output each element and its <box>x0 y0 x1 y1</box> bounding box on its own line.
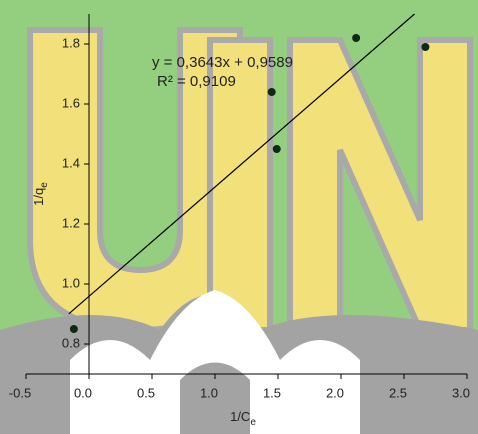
r-squared: R² = 0,9109 <box>157 73 236 90</box>
x-tick-label: 1.0 <box>200 385 218 400</box>
point <box>268 88 276 96</box>
x-tick-label: 0.0 <box>74 385 92 400</box>
y-tick-label: 0.8 <box>62 335 80 350</box>
y-axis-title-main: 1/q <box>31 188 46 206</box>
y-tick-label: 1.6 <box>62 95 80 110</box>
x-tick-label: -0.5 <box>9 385 31 400</box>
y-tick-label: 1.0 <box>62 275 80 290</box>
point <box>421 43 429 51</box>
y-tick-label: 1.2 <box>62 215 80 230</box>
x-axis-title-sub: e <box>250 417 256 428</box>
y-tick-label: 1.8 <box>62 35 80 50</box>
chart: y = 0,3643x + 0,9589 R² = 0,9109 1/Ce 1/… <box>0 0 478 434</box>
x-tick-label: 0.5 <box>137 385 155 400</box>
point <box>70 325 78 333</box>
point <box>352 34 360 42</box>
point <box>273 145 281 153</box>
y-axis-title-sub: e <box>39 182 50 188</box>
x-axis-title-main: 1/C <box>230 409 250 424</box>
y-tick-label: 1.4 <box>62 155 80 170</box>
x-tick-label: 1.5 <box>263 385 281 400</box>
x-tick-label: 2.0 <box>326 385 344 400</box>
x-tick-label: 2.5 <box>389 385 407 400</box>
trendline-equation: y = 0,3643x + 0,9589 <box>152 54 293 71</box>
x-tick-label: 3.0 <box>452 385 470 400</box>
